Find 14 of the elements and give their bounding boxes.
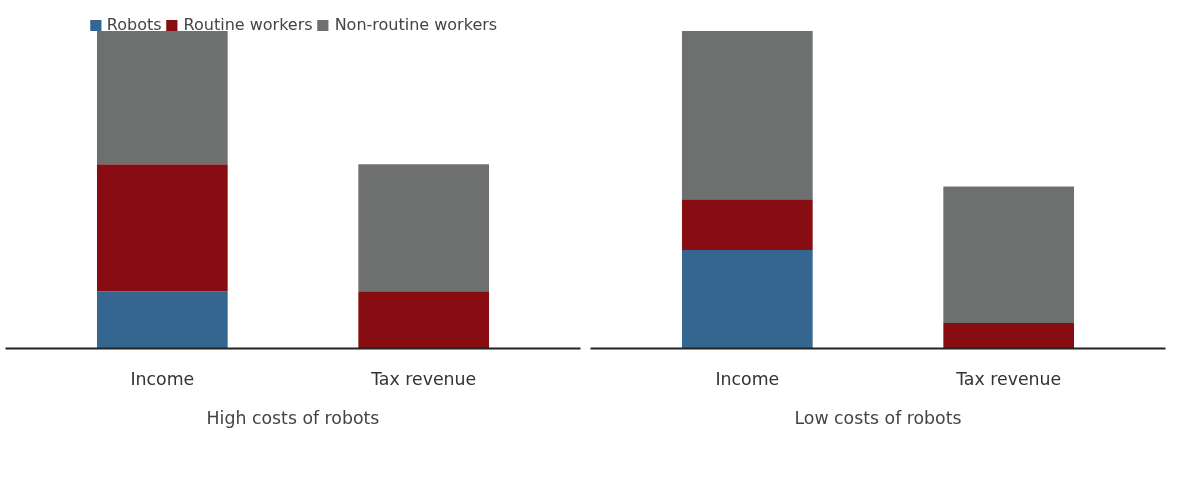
x-tick-label: Tax revenue bbox=[370, 368, 477, 389]
x-tick-label: Tax revenue bbox=[955, 368, 1062, 389]
bar bbox=[681, 199, 813, 251]
bar bbox=[943, 323, 1075, 349]
legend-label: Robots bbox=[106, 15, 162, 34]
bar bbox=[681, 250, 813, 349]
legend-label: Non-routine workers bbox=[334, 15, 498, 34]
bar bbox=[943, 186, 1075, 324]
x-tick-label: Income bbox=[715, 368, 780, 389]
x-tick-label: Income bbox=[130, 368, 195, 389]
x-axis-title: High costs of robots bbox=[206, 407, 380, 428]
legend-label: Routine workers bbox=[183, 15, 313, 34]
x-axis-title: Low costs of robots bbox=[794, 407, 962, 428]
bar bbox=[681, 30, 813, 200]
